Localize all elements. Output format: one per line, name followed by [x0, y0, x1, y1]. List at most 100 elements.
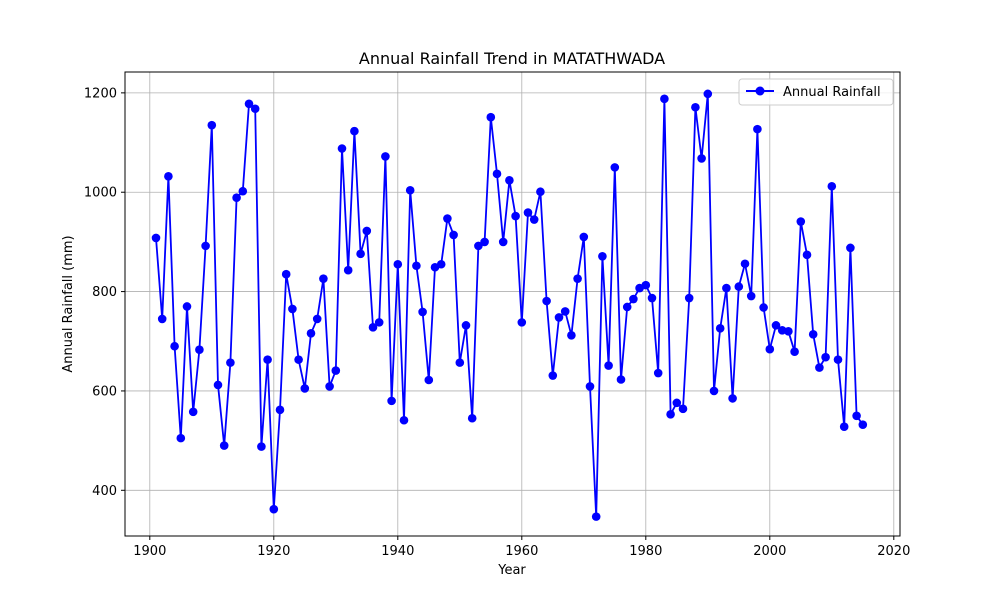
data-point	[759, 303, 768, 312]
grid-layer	[125, 72, 900, 536]
data-point	[418, 307, 427, 317]
data-point	[449, 230, 458, 240]
data-point	[343, 265, 353, 275]
data-point	[852, 411, 861, 421]
data-point	[653, 368, 663, 378]
data-point	[387, 396, 396, 406]
data-point	[734, 282, 744, 291]
chart-title: Annual Rainfall Trend in MATATHWADA	[359, 49, 665, 68]
data-point	[436, 259, 446, 269]
data-point	[542, 296, 551, 306]
data-point	[598, 252, 607, 261]
data-point	[362, 226, 372, 236]
data-point	[319, 274, 328, 283]
x-tick-label: 2020	[877, 544, 910, 559]
data-point	[691, 102, 700, 112]
y-tick-label: 1200	[84, 86, 117, 101]
data-point	[517, 318, 527, 327]
data-point	[368, 323, 378, 332]
data-point	[622, 302, 632, 312]
data-point	[244, 99, 254, 109]
data-point	[753, 124, 762, 134]
data-point	[771, 321, 781, 330]
data-point	[250, 104, 260, 114]
data-point	[573, 274, 582, 283]
data-point	[195, 345, 204, 355]
data-point	[585, 382, 595, 391]
data-point	[678, 404, 688, 414]
data-point	[424, 375, 434, 385]
data-point	[579, 232, 589, 242]
tick-layer: 1900 1920 1940 1960 1980 2000 2020 400 600 800 100…	[84, 86, 910, 559]
data-point	[399, 415, 409, 425]
data-point	[306, 329, 316, 338]
legend: Annual Rainfall	[738, 78, 894, 106]
data-point	[536, 187, 545, 197]
data-point	[176, 433, 186, 443]
data-point	[560, 307, 570, 316]
data-point	[337, 144, 347, 153]
data-point	[281, 269, 291, 279]
y-tick-label: 1000	[84, 186, 117, 201]
plot-frame	[124, 71, 901, 537]
data-point	[684, 293, 694, 303]
data-point	[498, 237, 508, 247]
data-point	[529, 215, 539, 224]
data-point	[511, 211, 520, 221]
data-point	[709, 386, 719, 396]
data-point	[505, 176, 514, 185]
data-point	[381, 152, 390, 161]
data-point	[647, 293, 657, 303]
data-point	[350, 126, 359, 136]
data-point	[269, 504, 279, 514]
data-point	[604, 361, 613, 370]
data-point	[728, 394, 737, 403]
series-layer	[151, 89, 868, 521]
data-point	[833, 355, 843, 364]
data-point	[393, 259, 403, 269]
data-point	[858, 420, 868, 430]
data-point	[815, 363, 824, 372]
data-point	[703, 89, 713, 99]
data-point	[207, 120, 217, 130]
data-point	[629, 294, 638, 304]
data-point	[802, 250, 812, 260]
data-point	[232, 193, 241, 202]
y-tick-label: 800	[92, 285, 117, 300]
x-tick-label: 1920	[257, 544, 290, 559]
data-point	[480, 237, 489, 247]
x-tick-label: 1960	[505, 544, 538, 559]
y-tick-label: 600	[92, 384, 117, 399]
data-point	[839, 422, 849, 432]
data-point	[300, 384, 310, 393]
data-point	[188, 407, 198, 417]
x-tick-label: 1980	[629, 544, 662, 559]
data-point	[784, 327, 793, 336]
data-point	[275, 405, 285, 415]
y-axis-label: Annual Rainfall (mm)	[61, 235, 76, 372]
data-point	[790, 347, 799, 356]
data-point	[660, 94, 669, 104]
data-point	[765, 344, 775, 354]
data-point	[157, 314, 167, 324]
x-axis-label: Year	[497, 563, 526, 578]
data-point	[182, 302, 192, 311]
data-point	[405, 185, 415, 195]
data-point	[523, 208, 533, 217]
x-tick-label: 1940	[381, 544, 414, 559]
data-point	[616, 375, 626, 384]
data-point	[808, 330, 818, 339]
data-point	[257, 442, 266, 451]
data-point	[164, 172, 173, 181]
legend-box	[738, 78, 894, 106]
data-point	[455, 358, 465, 367]
data-point	[170, 341, 179, 351]
data-point	[461, 321, 471, 330]
data-point	[610, 163, 620, 172]
data-point	[554, 313, 564, 322]
data-point	[486, 112, 496, 122]
legend-marker-swatch	[755, 86, 765, 96]
data-point	[356, 249, 365, 259]
